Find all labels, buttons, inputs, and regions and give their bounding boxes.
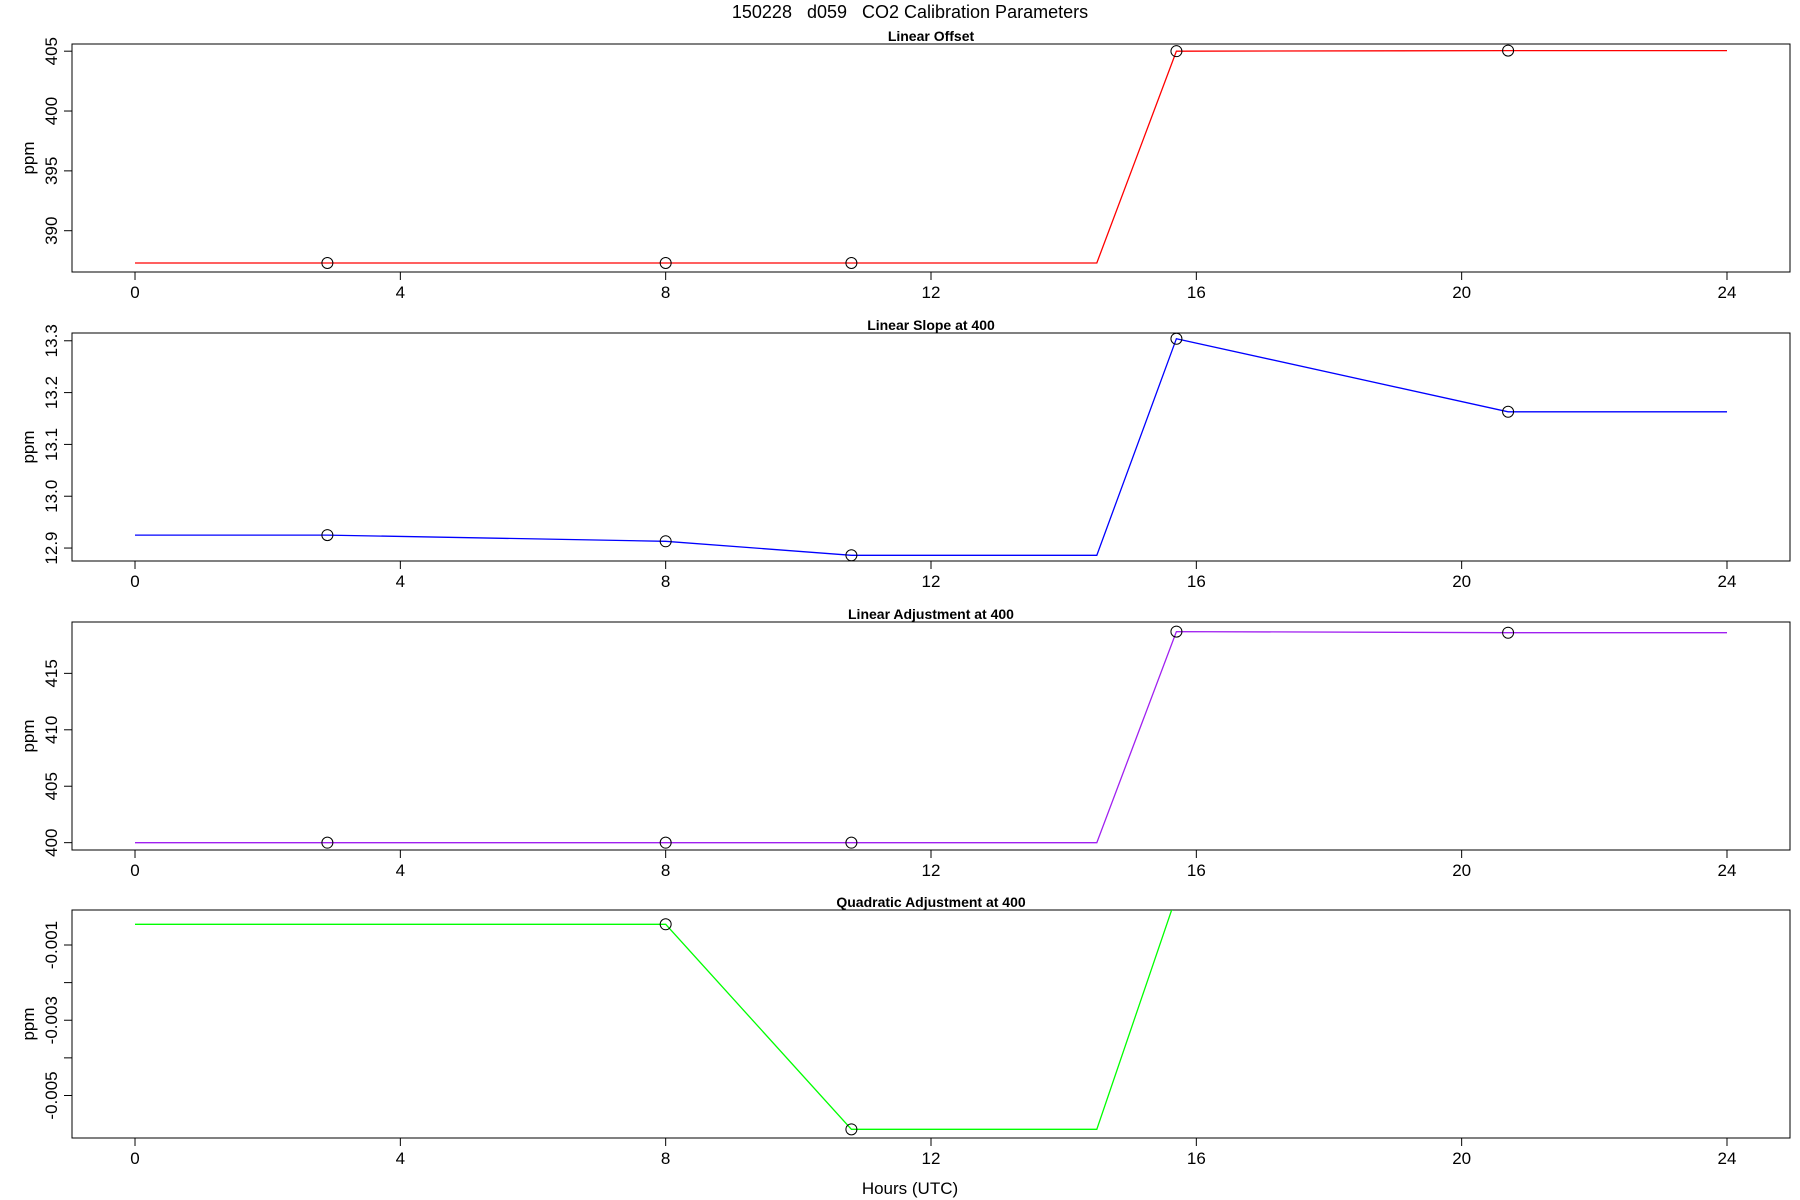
x-tick-label: 20 xyxy=(1452,1149,1471,1168)
chart-panel-2: Linear Slope at 400 0 4 8 12 16 20 24 12.9 13.0 13… xyxy=(19,317,1791,591)
data-point xyxy=(1502,626,1515,639)
series-line xyxy=(135,337,1727,556)
x-axis-label: Hours (UTC) xyxy=(862,1179,958,1198)
x-tick-label: 24 xyxy=(1718,572,1737,591)
data-point xyxy=(1502,44,1515,57)
y-tick-label: 390 xyxy=(42,217,61,245)
panel-title: Quadratic Adjustment at 400 xyxy=(836,894,1026,910)
x-tick-label: 24 xyxy=(1718,861,1737,880)
data-point xyxy=(1502,405,1515,418)
data-point xyxy=(845,836,858,849)
y-tick-label: 13.1 xyxy=(42,428,61,461)
y-axis-label: ppm xyxy=(19,430,38,463)
series-group xyxy=(135,625,1727,849)
data-point xyxy=(321,257,334,270)
y-tick-label: -0.003 xyxy=(42,996,61,1044)
data-point xyxy=(659,836,672,849)
y-tick-label: 405 xyxy=(42,37,61,65)
x-tick-label: 8 xyxy=(661,283,670,302)
data-point xyxy=(321,529,334,542)
y-tick-label: 395 xyxy=(42,157,61,185)
y-tick-label: 13.2 xyxy=(42,376,61,409)
data-point xyxy=(321,836,334,849)
series-group xyxy=(135,333,1727,561)
x-tick-label: 0 xyxy=(130,572,139,591)
x-tick-label: 16 xyxy=(1187,861,1206,880)
data-point xyxy=(1170,625,1183,638)
x-tick-label: 0 xyxy=(130,861,139,880)
x-tick-label: 12 xyxy=(922,283,941,302)
y-tick-label: 13.3 xyxy=(42,324,61,357)
plot-frame xyxy=(71,621,1791,851)
data-point xyxy=(845,257,858,270)
x-tick-label: 20 xyxy=(1452,572,1471,591)
panel-title: Linear Offset xyxy=(888,28,975,44)
data-point xyxy=(659,535,672,548)
x-tick-label: 0 xyxy=(130,1149,139,1168)
y-tick-label: 415 xyxy=(42,659,61,687)
data-point xyxy=(845,549,858,561)
x-tick-label: 12 xyxy=(922,572,941,591)
y-tick-label: 405 xyxy=(42,772,61,800)
x-tick-label: 12 xyxy=(922,861,941,880)
y-tick-label: -0.001 xyxy=(42,921,61,969)
plot-frame xyxy=(71,332,1791,562)
x-tick-label: 8 xyxy=(661,572,670,591)
x-tick-label: 20 xyxy=(1452,283,1471,302)
figure-title: 150228 d059 CO2 Calibration Parameters xyxy=(732,2,1088,22)
y-tick-label: -0.005 xyxy=(42,1071,61,1119)
series-group xyxy=(135,44,1727,270)
data-point xyxy=(1170,45,1183,58)
y-axis-label: ppm xyxy=(19,141,38,174)
x-tick-label: 0 xyxy=(130,283,139,302)
x-tick-label: 12 xyxy=(922,1149,941,1168)
series-group xyxy=(135,910,1173,1136)
x-tick-label: 16 xyxy=(1187,1149,1206,1168)
y-axis-label: ppm xyxy=(19,719,38,752)
x-tick-label: 16 xyxy=(1187,283,1206,302)
y-tick-label: 12.9 xyxy=(42,531,61,564)
chart-panel-4: Quadratic Adjustment at 400 0 4 8 12 16 20 24 -0… xyxy=(19,894,1791,1168)
data-point xyxy=(659,918,672,931)
plot-frame xyxy=(71,43,1791,273)
chart-panel-1: Linear Offset 0 4 8 12 16 20 24 390 395 400 405 ppm xyxy=(19,28,1791,302)
x-tick-label: 8 xyxy=(661,1149,670,1168)
y-tick-label: 13.0 xyxy=(42,480,61,513)
y-tick-label: 410 xyxy=(42,716,61,744)
y-tick-label: 400 xyxy=(42,828,61,856)
plot-frame xyxy=(71,909,1791,1139)
data-point xyxy=(845,1123,858,1136)
panel-title: Linear Adjustment at 400 xyxy=(848,606,1014,622)
x-tick-label: 4 xyxy=(396,572,405,591)
data-point xyxy=(659,257,672,270)
data-point xyxy=(1170,333,1183,345)
x-tick-label: 16 xyxy=(1187,572,1206,591)
x-tick-label: 24 xyxy=(1718,1149,1737,1168)
panel-title: Linear Slope at 400 xyxy=(867,317,995,333)
x-tick-label: 4 xyxy=(396,283,405,302)
series-line xyxy=(135,49,1727,264)
x-tick-label: 8 xyxy=(661,861,670,880)
series-line xyxy=(135,910,1173,1130)
x-tick-label: 20 xyxy=(1452,861,1471,880)
chart-panel-3: Linear Adjustment at 400 0 4 8 12 16 20 24 400 40… xyxy=(19,606,1791,880)
series-line xyxy=(135,630,1727,844)
y-axis-label: ppm xyxy=(19,1007,38,1040)
y-tick-label: 400 xyxy=(42,97,61,125)
x-tick-label: 4 xyxy=(396,1149,405,1168)
x-tick-label: 24 xyxy=(1718,283,1737,302)
x-tick-label: 4 xyxy=(396,861,405,880)
